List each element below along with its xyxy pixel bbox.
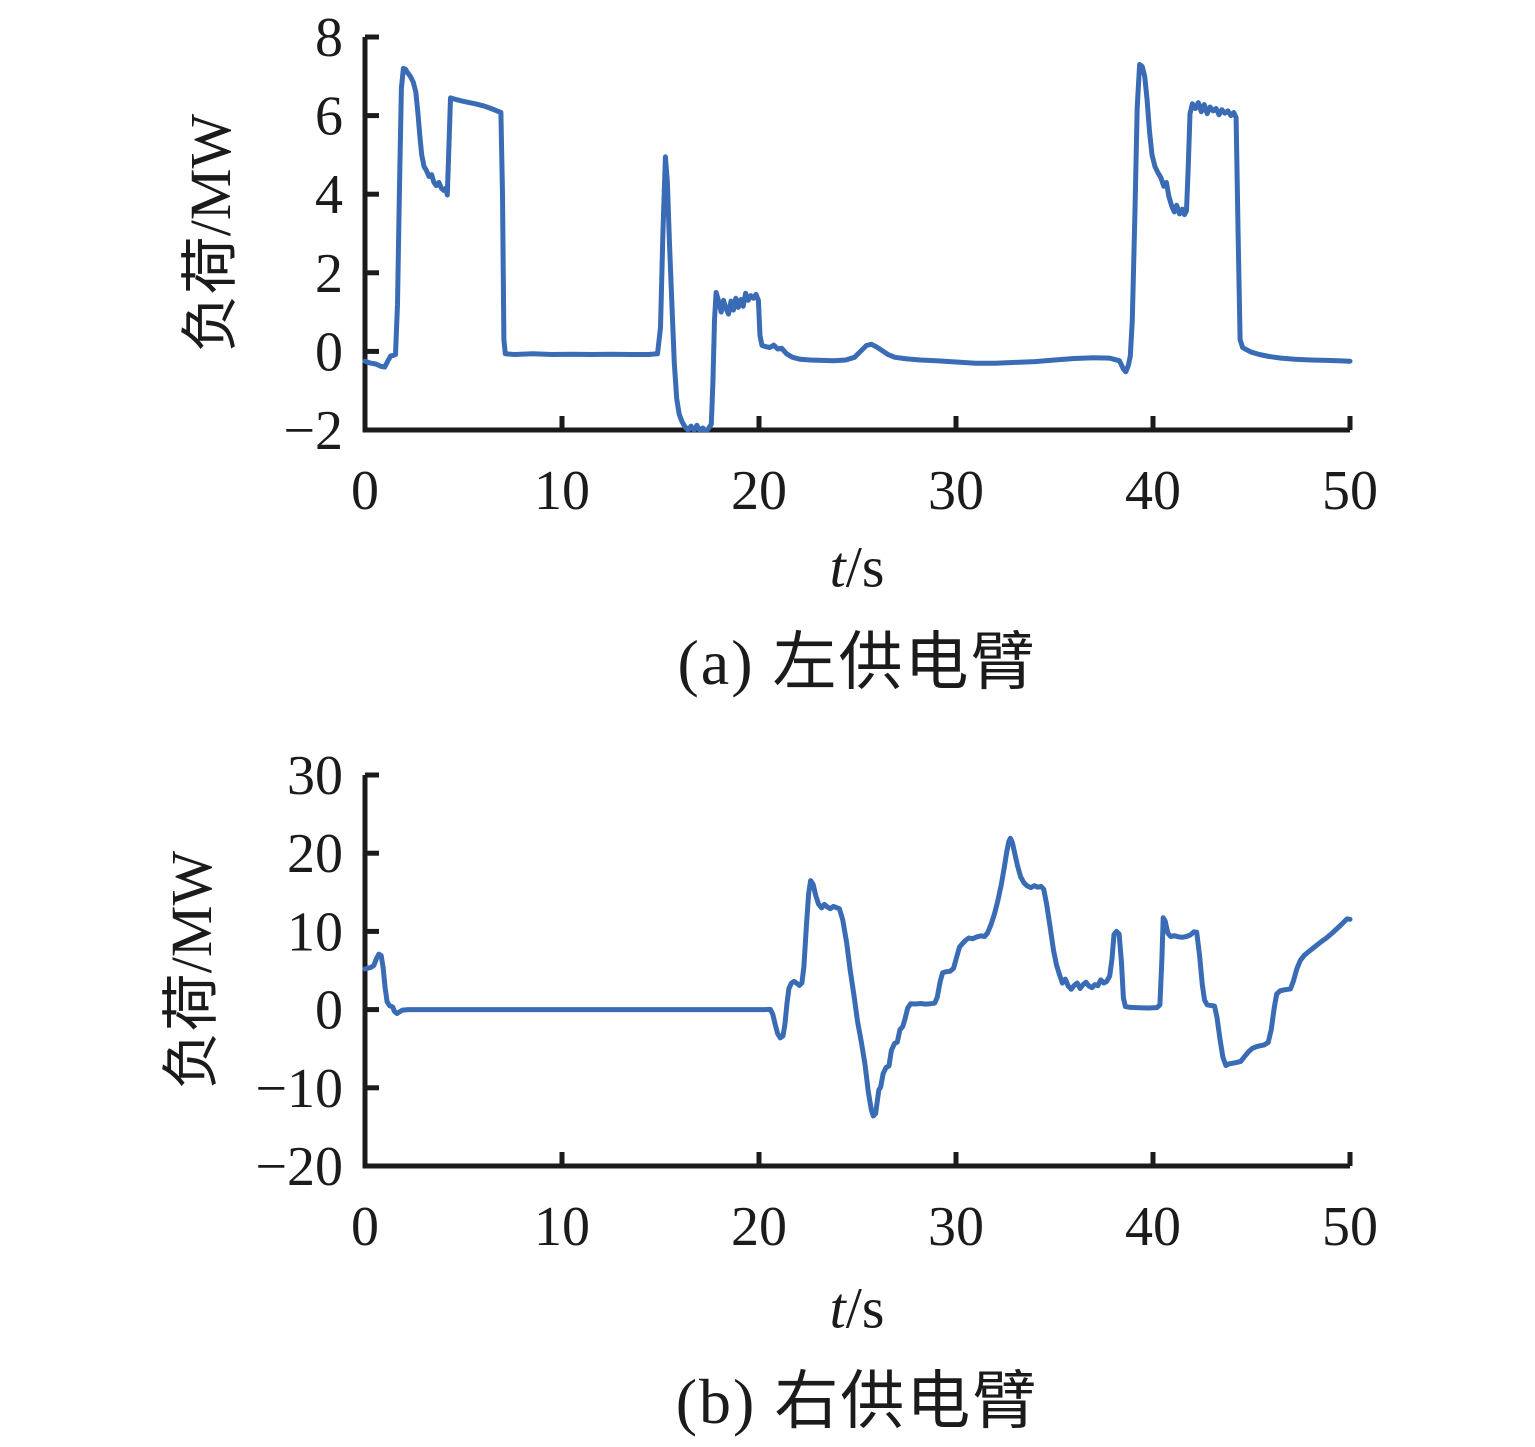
subfigure-caption-a: (a) 左供电臂 (677, 627, 1037, 698)
y-axis-title-b: 负荷/MW (159, 850, 224, 1090)
y-tick-label-a: 6 (315, 86, 343, 148)
y-tick-label-b: 20 (287, 823, 343, 885)
y-tick-label-b: −10 (255, 1058, 343, 1120)
x-axis-variable-a: t (829, 534, 846, 600)
y-tick-label-b: −20 (255, 1136, 343, 1198)
x-axis-variable-b: t (829, 1275, 846, 1341)
subfigure-caption-b: (b) 右供电臂 (675, 1366, 1039, 1437)
y-tick-label-b: 0 (315, 980, 343, 1042)
x-axis-unit-b: /s (845, 1275, 885, 1341)
x-axis-title-b: t/s (830, 1275, 885, 1342)
y-tick-label-b: 30 (287, 745, 343, 807)
x-tick-label-b: 30 (928, 1196, 984, 1258)
x-tick-label-b: 50 (1322, 1196, 1378, 1258)
x-tick-label-a: 30 (928, 460, 984, 522)
y-tick-label-a: −2 (283, 400, 343, 462)
x-axis-title-a: t/s (830, 534, 885, 601)
y-tick-label-b: 10 (287, 901, 343, 963)
y-tick-label-a: 4 (315, 164, 343, 226)
x-tick-label-b: 20 (731, 1196, 787, 1258)
x-tick-label-b: 0 (351, 1196, 379, 1258)
axis-spines-a (362, 37, 1350, 433)
x-tick-label-a: 20 (731, 460, 787, 522)
x-tick-label-a: 50 (1322, 460, 1378, 522)
chart-b: 0 10 20 30 40 50 −20 −10 0 10 20 30 (255, 745, 1378, 1258)
y-tick-label-a: 2 (315, 243, 343, 305)
x-tick-label-b: 10 (534, 1196, 590, 1258)
x-tick-label-b: 40 (1125, 1196, 1181, 1258)
series-line-b (362, 835, 1353, 1119)
x-tick-label-a: 0 (351, 460, 379, 522)
series-line-a (362, 62, 1353, 432)
x-tick-label-a: 40 (1125, 460, 1181, 522)
y-tick-label-a: 0 (315, 321, 343, 383)
y-tick-label-a: 8 (315, 7, 343, 69)
y-axis-title-a: 负荷/MW (178, 113, 243, 353)
x-tick-label-a: 10 (534, 460, 590, 522)
x-axis-unit-a: /s (845, 534, 885, 600)
